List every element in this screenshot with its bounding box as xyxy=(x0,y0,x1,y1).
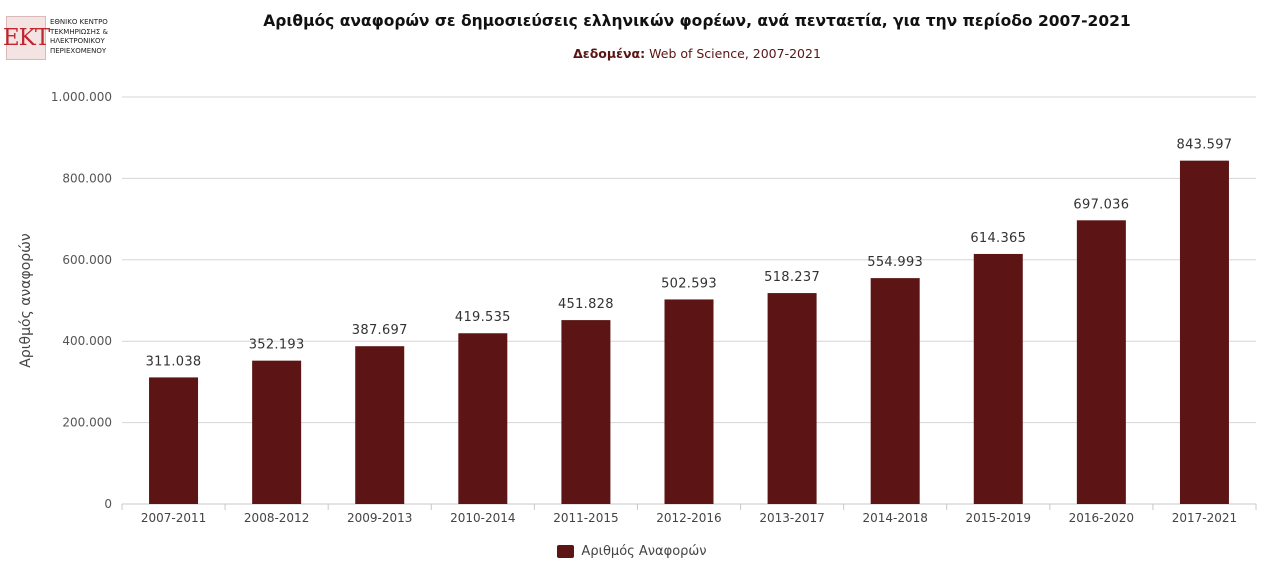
data-label: 518.237 xyxy=(764,270,820,285)
ekt-logo: EKT ΕΘΝΙΚΟ ΚΕΝΤΡΟ ΤΕΚΜΗΡΙΩΣΗΣ & ΗΛΕΚΤΡΟΝ… xyxy=(3,16,126,66)
x-tick-label: 2013-2017 xyxy=(759,511,824,525)
legend-swatch xyxy=(557,545,575,558)
data-label: 352.193 xyxy=(249,338,305,353)
x-tick-label: 2010-2014 xyxy=(450,511,515,525)
bar[interactable] xyxy=(870,278,920,504)
data-label: 451.828 xyxy=(558,297,614,312)
legend[interactable]: Αριθμός Αναφορών xyxy=(0,544,1264,559)
x-tick-label: 2011-2015 xyxy=(553,511,618,525)
x-tick-label: 2015-2019 xyxy=(966,511,1031,525)
x-tick-label: 2007-2011 xyxy=(141,511,206,525)
y-axis-label: Αριθμός αναφορών xyxy=(18,233,34,368)
x-tick-label: 2008-2012 xyxy=(244,511,309,525)
chart-title: Αριθμός αναφορών σε δημοσιεύσεις ελληνικ… xyxy=(263,12,1131,30)
data-label: 311.038 xyxy=(146,354,202,369)
data-label: 554.993 xyxy=(867,255,923,270)
x-tick-label: 2016-2020 xyxy=(1069,511,1134,525)
bar[interactable] xyxy=(664,299,714,504)
x-tick-label: 2012-2016 xyxy=(656,511,721,525)
bar[interactable] xyxy=(1179,160,1229,505)
bar[interactable] xyxy=(973,253,1023,504)
legend-label: Αριθμός Αναφορών xyxy=(581,544,707,559)
x-tick-label: 2009-2013 xyxy=(347,511,412,525)
data-label: 387.697 xyxy=(352,323,408,338)
bar[interactable] xyxy=(458,333,508,504)
data-label: 843.597 xyxy=(1177,138,1233,153)
bar[interactable] xyxy=(767,293,817,504)
bar[interactable] xyxy=(561,320,611,504)
subtitle-source: Web of Science, 2007-2021 xyxy=(645,46,821,61)
x-tick-label: 2017-2021 xyxy=(1172,511,1237,525)
y-tick-label: 1.000.000 xyxy=(51,90,112,104)
logo-line-1: ΕΘΝΙΚΟ ΚΕΝΤΡΟ xyxy=(50,18,108,26)
y-tick-label: 800.000 xyxy=(62,171,112,185)
logo-line-2: ΤΕΚΜΗΡΙΩΣΗΣ & xyxy=(50,27,109,36)
y-tick-label: 0 xyxy=(104,497,112,511)
logo-line-3: ΗΛΕΚΤΡΟΝΙΚΟΥ xyxy=(50,37,105,45)
chart-subtitle: Δεδομένα: Web of Science, 2007-2021 xyxy=(150,46,1244,61)
data-label: 697.036 xyxy=(1073,197,1129,212)
y-tick-label: 400.000 xyxy=(62,334,112,348)
ekt-logo-mark: EKT xyxy=(3,16,50,60)
bar[interactable] xyxy=(149,377,199,504)
data-label: 419.535 xyxy=(455,310,511,325)
data-label: 502.593 xyxy=(661,276,717,291)
subtitle-label: Δεδομένα: xyxy=(573,46,646,61)
y-tick-label: 600.000 xyxy=(62,253,112,267)
bar[interactable] xyxy=(252,360,302,504)
logo-line-4: ΠΕΡΙΕΧΟΜΕΝΟΥ xyxy=(50,46,107,55)
y-tick-label: 200.000 xyxy=(62,416,112,430)
ekt-logo-text: ΕΘΝΙΚΟ ΚΕΝΤΡΟ ΤΕΚΜΗΡΙΩΣΗΣ & ΗΛΕΚΤΡΟΝΙΚΟΥ… xyxy=(50,18,108,56)
bar[interactable] xyxy=(355,346,405,504)
data-label: 614.365 xyxy=(970,231,1026,246)
x-tick-label: 2014-2018 xyxy=(862,511,927,525)
bar[interactable] xyxy=(1076,220,1126,505)
